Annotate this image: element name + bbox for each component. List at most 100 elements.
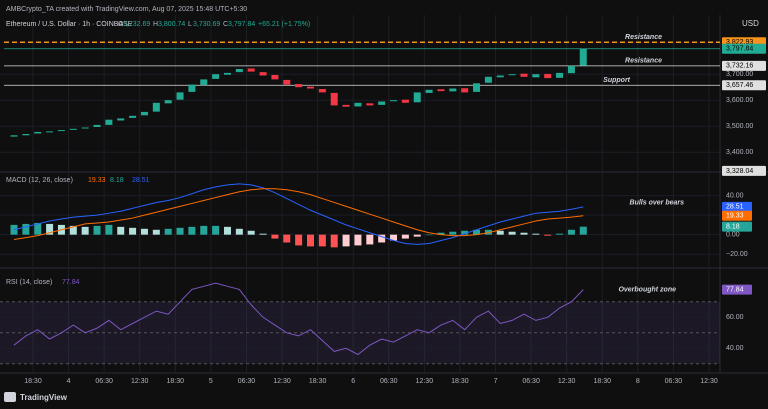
candle bbox=[93, 124, 101, 127]
price-label-box bbox=[722, 221, 752, 232]
y-tick-label: 40.00 bbox=[726, 345, 744, 352]
change: +65.21 (+1.75%) bbox=[258, 21, 310, 28]
y-tick-label: −20.00 bbox=[726, 251, 748, 258]
candle bbox=[247, 68, 255, 72]
candle bbox=[140, 111, 148, 116]
candle bbox=[330, 92, 338, 106]
candle bbox=[10, 135, 18, 137]
candle bbox=[235, 69, 243, 73]
candle bbox=[105, 119, 113, 125]
price-label: 19.33 bbox=[726, 213, 744, 220]
candle bbox=[69, 128, 77, 130]
y-tick-label: 3,600.00 bbox=[726, 97, 753, 104]
histogram-bar bbox=[81, 226, 89, 235]
candle bbox=[544, 73, 552, 79]
candle bbox=[212, 74, 220, 79]
price-label-box bbox=[722, 210, 752, 221]
candle bbox=[129, 115, 137, 118]
candle bbox=[259, 72, 267, 76]
histogram-bar bbox=[129, 227, 137, 235]
histogram-bar bbox=[283, 234, 291, 243]
histogram-bar bbox=[247, 230, 255, 235]
candle bbox=[271, 74, 279, 80]
candle bbox=[532, 74, 540, 78]
legend-value: 8.18 bbox=[110, 177, 124, 184]
candle bbox=[81, 127, 89, 129]
price-label: 28.51 bbox=[726, 204, 744, 211]
histogram-bar bbox=[259, 233, 267, 235]
y-tick-label: 0.00 bbox=[726, 232, 740, 239]
y-tick-label: 40.00 bbox=[726, 192, 744, 199]
candle bbox=[117, 118, 125, 121]
histogram-bar bbox=[556, 233, 564, 235]
histogram-bar bbox=[496, 230, 504, 235]
x-tick-label: 4 bbox=[67, 378, 71, 385]
histogram-bar bbox=[508, 231, 516, 235]
y-tick-label: 3,500.00 bbox=[726, 123, 753, 130]
candle bbox=[283, 79, 291, 85]
annotation: Overbought zone bbox=[618, 286, 676, 293]
y-tick-label: 3,400.00 bbox=[726, 149, 753, 156]
histogram-bar bbox=[354, 234, 362, 246]
candle bbox=[152, 102, 160, 112]
candle bbox=[295, 84, 303, 88]
histogram-bar bbox=[567, 229, 575, 235]
candle bbox=[437, 89, 445, 92]
candle bbox=[200, 79, 208, 86]
histogram-bar bbox=[271, 234, 279, 239]
candle bbox=[413, 92, 421, 103]
histogram-bar bbox=[152, 229, 160, 235]
x-tick-label: 8 bbox=[636, 378, 640, 385]
histogram-bar bbox=[22, 223, 30, 235]
candle bbox=[461, 88, 469, 93]
x-tick-label: 6 bbox=[351, 378, 355, 385]
candle bbox=[354, 102, 362, 107]
histogram-bar bbox=[330, 234, 338, 248]
symbol: Ethereum / U.S. Dollar · 1h · COINBASE bbox=[6, 21, 133, 28]
x-tick-label: 12:30 bbox=[558, 378, 576, 385]
histogram-bar bbox=[318, 234, 326, 247]
candle bbox=[34, 131, 42, 134]
currency: USD bbox=[742, 19, 759, 28]
candle bbox=[556, 72, 564, 78]
candle bbox=[366, 103, 374, 106]
candle bbox=[378, 101, 386, 105]
annotation: Resistance bbox=[625, 58, 662, 65]
x-tick-label: 06:30 bbox=[665, 378, 683, 385]
price-label-box bbox=[722, 60, 766, 71]
candle bbox=[484, 76, 492, 83]
histogram-bar bbox=[235, 228, 243, 235]
line-series bbox=[13, 188, 584, 241]
histogram-bar bbox=[390, 234, 398, 241]
credit: AMBCrypto_TA created with TradingView.co… bbox=[6, 6, 247, 13]
histogram-bar bbox=[544, 234, 552, 236]
x-tick-label: 06:30 bbox=[238, 378, 256, 385]
x-tick-label: 18:30 bbox=[593, 378, 611, 385]
annotation: Bulls over bears bbox=[630, 200, 685, 207]
price-label-box bbox=[722, 201, 752, 212]
histogram-bar bbox=[117, 226, 125, 235]
histogram-bar bbox=[223, 226, 231, 235]
histogram-bar bbox=[461, 230, 469, 235]
histogram-bar bbox=[34, 222, 42, 235]
y-tick-label: 3,700.00 bbox=[726, 71, 753, 78]
x-tick-label: 5 bbox=[209, 378, 213, 385]
candle bbox=[307, 86, 314, 89]
candle bbox=[473, 83, 481, 92]
x-tick-label: 12:30 bbox=[131, 378, 149, 385]
histogram-bar bbox=[295, 234, 303, 246]
histogram-bar bbox=[401, 234, 409, 239]
histogram-bar bbox=[425, 234, 433, 236]
x-tick-label: 12:30 bbox=[273, 378, 291, 385]
x-tick-label: 12:30 bbox=[416, 378, 434, 385]
histogram-bar bbox=[579, 226, 587, 235]
histogram-bar bbox=[212, 225, 220, 235]
price-label-box bbox=[722, 165, 766, 176]
candle bbox=[390, 100, 398, 102]
histogram-bar bbox=[342, 234, 350, 247]
histogram-bar bbox=[69, 225, 77, 235]
candle bbox=[401, 99, 409, 103]
x-tick-label: 18:30 bbox=[24, 378, 42, 385]
x-tick-label: 12:30 bbox=[700, 378, 718, 385]
